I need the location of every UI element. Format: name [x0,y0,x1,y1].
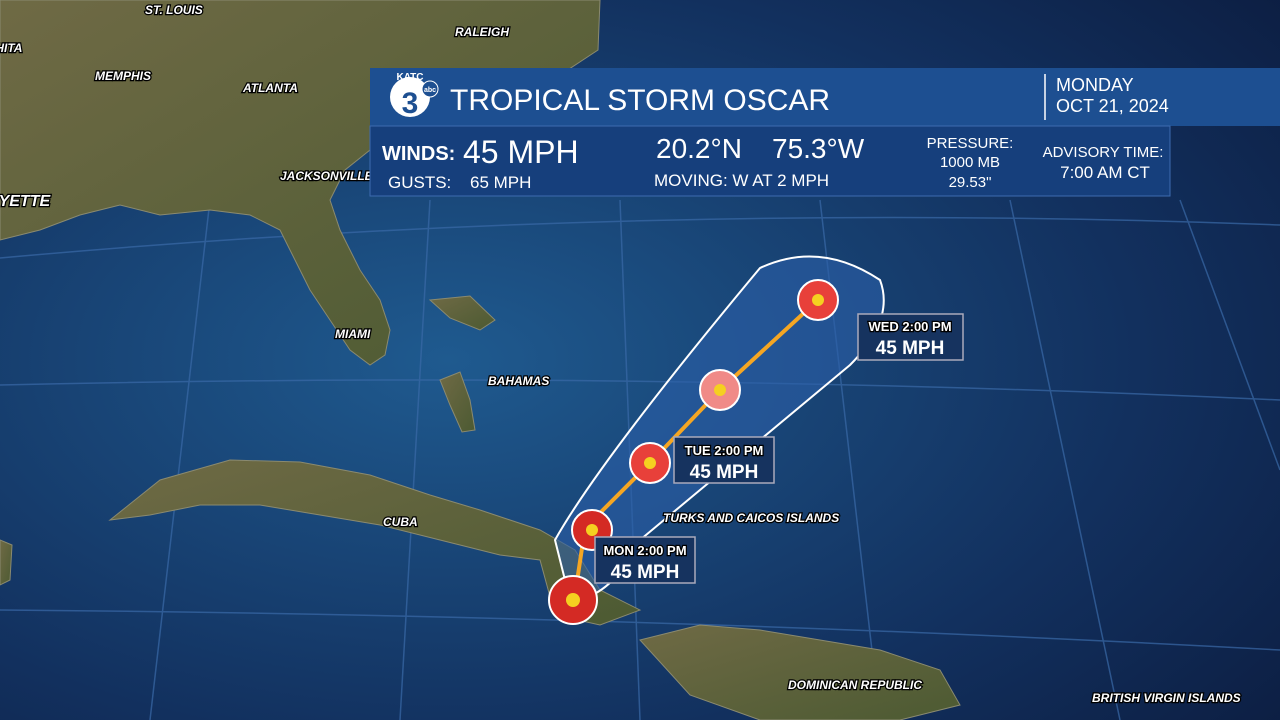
logo-network: abc [424,87,436,94]
forecast-label: WED 2:00 PM 45 MPH [857,313,964,361]
forecast-time: TUE 2:00 PM [685,443,764,458]
pressure-label: PRESSURE: [927,135,1014,152]
gusts-label: GUSTS: [388,173,451,192]
forecast-label: TUE 2:00 PM 45 MPH [673,436,775,484]
header-panel: KATC 3 abc TROPICAL STORM OSCAR MONDAY O… [369,68,1280,197]
logo-number: 3 [402,87,419,120]
forecast-wind: 45 MPH [611,562,680,583]
winds: 45 MPH [463,134,579,170]
storm-icons [548,279,839,625]
city-label: WICHITA [0,41,22,55]
city-label: ST. LOUIS [145,3,203,17]
city-label: ATLANTA [242,81,298,95]
forecast-label: MON 2:00 PM 45 MPH [594,536,696,584]
pressure-in: 29.53" [949,174,992,191]
date: OCT 21, 2024 [1056,96,1169,116]
city-label: DOMINICAN REPUBLIC [788,678,922,692]
city-label: RALEIGH [455,25,509,39]
advisory: 7:00 AM CT [1060,163,1150,182]
forecast-wind: 45 MPH [876,338,945,359]
forecast-time: MON 2:00 PM [603,543,686,558]
pressure-mb: 1000 MB [940,154,1000,171]
logo-call: KATC [396,72,423,83]
winds-label: WINDS: [382,143,455,165]
moving: MOVING: W AT 2 MPH [654,171,829,190]
advisory-label: ADVISORY TIME: [1043,144,1164,161]
forecast-time: WED 2:00 PM [868,319,951,334]
gusts: 65 MPH [470,173,531,192]
title: TROPICAL STORM OSCAR [450,84,830,117]
city-label: BRITISH VIRGIN ISLANDS [1092,691,1241,705]
day: MONDAY [1056,75,1134,95]
city-label: JACKSONVILLE [280,169,374,183]
city-label: MEMPHIS [95,69,151,83]
city-label: CUBA [383,515,418,529]
forecast-wind: 45 MPH [690,462,759,483]
latitude: 20.2°N [656,133,742,164]
city-label: BAHAMAS [488,374,549,388]
longitude: 75.3°W [772,133,865,164]
city-label: LAFAYETTE [0,193,51,210]
city-label: MIAMI [335,327,371,341]
city-label: TURKS AND CAICOS ISLANDS [663,511,839,525]
